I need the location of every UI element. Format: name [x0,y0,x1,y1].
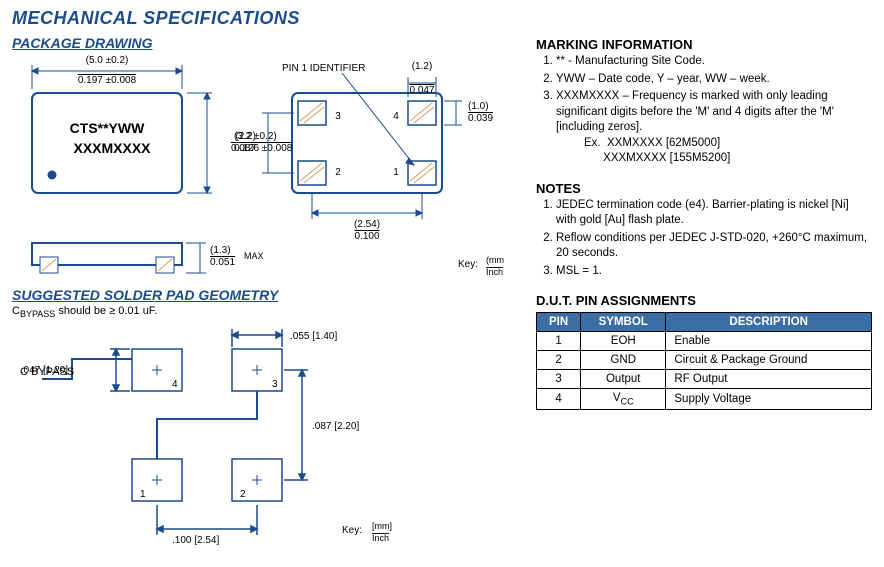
table-row: 2 GND Circuit & Package Ground [537,351,872,370]
pin-assign-title: D.U.T. PIN ASSIGNMENTS [536,293,872,308]
svg-text:(1.2): (1.2) [412,61,433,72]
svg-text:1: 1 [140,489,146,500]
svg-text:0.039: 0.039 [468,113,493,124]
svg-text:2: 2 [335,167,341,178]
svg-text:0.100: 0.100 [354,231,379,242]
svg-text:0.047: 0.047 [409,85,434,96]
svg-text:3: 3 [272,379,278,390]
package-drawing: (5.0 ±0.2) 0.197 ±0.008 (3.2 ±0.2) 0.126… [12,53,512,283]
svg-text:Inch: Inch [372,533,389,543]
svg-text:Key:: Key: [458,259,478,270]
svg-text:0.087: 0.087 [231,143,256,154]
list-item: MSL = 1. [556,264,872,280]
svg-text:(1.3): (1.3) [210,245,231,256]
svg-text:3: 3 [335,111,341,122]
marking-info-list: ** - Manufacturing Site Code. YWW – Date… [536,54,872,167]
svg-text:.055 [1.40]: .055 [1.40] [290,331,337,342]
left-column: PACKAGE DRAWING [12,31,512,559]
svg-text:Inch: Inch [486,267,503,277]
list-item: XXXMXXXX – Frequency is marked with only… [556,89,872,167]
svg-text:.087 [2.20]: .087 [2.20] [312,421,359,432]
page-title: MECHANICAL SPECIFICATIONS [12,8,872,29]
svg-text:XXXMXXXX: XXXMXXXX [73,140,151,156]
pin-table: PIN SYMBOL DESCRIPTION 1 EOH Enable 2 GN… [536,312,872,410]
notes-list: JEDEC termination code (e4). Barrier-pla… [536,198,872,280]
svg-text:.047 [1.20]: .047 [1.20] [21,365,68,376]
svg-text:(5.0 ±0.2): (5.0 ±0.2) [86,55,129,66]
columns: PACKAGE DRAWING [12,31,872,559]
svg-text:(2.54): (2.54) [354,219,380,230]
table-row: 1 EOH Enable [537,332,872,351]
svg-text:PIN 1 IDENTIFIER: PIN 1 IDENTIFIER [282,63,365,74]
svg-text:(1.0): (1.0) [468,101,489,112]
marking-info-title: MARKING INFORMATION [536,37,872,52]
package-drawing-title: PACKAGE DRAWING [12,35,512,51]
svg-text:MAX: MAX [244,251,264,261]
list-item: JEDEC termination code (e4). Barrier-pla… [556,198,872,229]
svg-text:1: 1 [393,167,399,178]
list-item: ** - Manufacturing Site Code. [556,54,872,70]
svg-text:4: 4 [172,379,178,390]
pin-col-header: DESCRIPTION [666,313,872,332]
right-column: MARKING INFORMATION ** - Manufacturing S… [536,31,872,559]
svg-text:2: 2 [240,489,246,500]
notes-title: NOTES [536,181,872,196]
svg-text:0.051: 0.051 [210,257,235,268]
svg-text:[mm]: [mm] [372,521,392,531]
svg-text:(2.2): (2.2) [235,131,256,142]
svg-text:0.197 ±0.008: 0.197 ±0.008 [78,75,137,86]
solder-pad-title: SUGGESTED SOLDER PAD GEOMETRY [12,287,512,303]
pin-col-header: PIN [537,313,581,332]
svg-text:CTS**YWW: CTS**YWW [70,120,145,136]
bypass-note: CBYPASS should be ≥ 0.01 uF. [12,305,512,319]
svg-text:4: 4 [393,111,399,122]
svg-text:(mm: (mm [486,255,504,265]
table-row: 3 Output RF Output [537,370,872,389]
svg-text:.100 [2.54]: .100 [2.54] [172,535,219,546]
list-item: YWW – Date code, Y – year, WW – week. [556,72,872,88]
list-item: Reflow conditions per JEDEC J-STD-020, +… [556,231,872,262]
solder-pad-drawing: C BYPASS .055 [1.40] .047 [1.20] .087 [2… [12,319,432,559]
pin-col-header: SYMBOL [581,313,666,332]
svg-text:Key:: Key: [342,525,362,536]
table-row: 4 VCC Supply Voltage [537,389,872,410]
